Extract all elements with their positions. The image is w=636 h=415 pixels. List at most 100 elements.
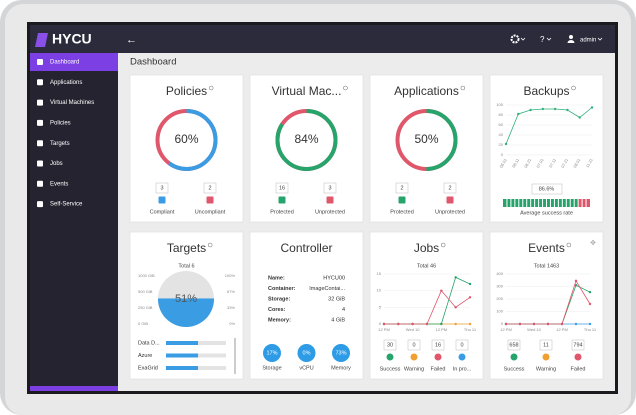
series-point	[588, 302, 592, 306]
card-title: Virtual Mac...	[272, 84, 342, 98]
nav-item[interactable]: Targets	[50, 141, 70, 147]
y-tick-label: 80	[499, 112, 504, 117]
sidebar	[30, 53, 118, 391]
series-point	[574, 322, 578, 326]
stat-count: 16	[435, 342, 441, 348]
stat-count: 11	[543, 342, 549, 348]
stat-label: Uncompliant	[195, 209, 226, 215]
stat-icon	[326, 196, 334, 204]
settings-icon[interactable]	[510, 34, 520, 44]
stat-box	[155, 182, 169, 194]
series-point	[411, 322, 414, 326]
donut-arc	[275, 109, 338, 171]
page-title: Dashboard	[130, 57, 176, 68]
rate-box	[531, 183, 563, 195]
nav-icon	[37, 59, 43, 65]
y-tick-label: 200	[496, 296, 503, 301]
card	[489, 74, 604, 223]
nav-item[interactable]: Dashboard	[50, 60, 79, 66]
x-tick-label: 07.01	[535, 157, 545, 169]
x-tick-label: 06.01	[498, 157, 508, 169]
nav-item[interactable]: Policies	[50, 120, 71, 126]
stat-count: 0	[460, 342, 463, 348]
stat-label: Failed	[571, 366, 586, 372]
nav-item[interactable]: Jobs	[50, 161, 63, 167]
info-key: Container:	[268, 286, 296, 292]
stat-label: Compliant	[150, 209, 175, 215]
help-button[interactable]: ?	[540, 35, 545, 44]
x-tick-label: 07.21	[560, 157, 570, 169]
x-tick-label: 06.21	[523, 157, 533, 169]
stat-label: Warning	[404, 366, 424, 372]
x-tick-label: 12 PM	[556, 327, 568, 332]
stat-icon	[410, 353, 418, 361]
stat-box	[431, 339, 445, 351]
series-point	[382, 322, 386, 326]
nav-item[interactable]: Events	[50, 181, 68, 187]
info-value: HYCU00	[323, 275, 345, 281]
info-icon	[208, 85, 214, 91]
y-tick-label: 300	[496, 284, 503, 289]
y-tick-label: 20	[499, 142, 504, 147]
target-name: Data D...	[138, 340, 160, 346]
stat-box	[443, 182, 457, 194]
card-title: Events	[528, 241, 565, 255]
series-point	[454, 276, 457, 279]
stat-box	[395, 182, 409, 194]
y-tick-label: 15	[377, 271, 382, 276]
series-point	[546, 322, 550, 326]
axis-right: 100%	[225, 273, 236, 278]
series-point	[454, 322, 457, 326]
nav-item[interactable]: Applications	[50, 80, 82, 86]
nav-item[interactable]: Virtual Machines	[50, 100, 94, 106]
user-menu[interactable]: admin	[580, 38, 596, 44]
stat-label: Unprotected	[315, 209, 345, 215]
info-value: 32 GiB	[328, 296, 345, 302]
logo-icon	[35, 33, 48, 47]
nav-icon	[37, 140, 43, 147]
series-point	[397, 322, 400, 326]
stat-box	[571, 339, 585, 351]
back-button[interactable]: ←	[126, 34, 137, 46]
stat-count: 3	[328, 185, 331, 191]
meter-value: 73%	[335, 350, 346, 356]
stat-box	[383, 339, 397, 351]
info-icon	[571, 85, 576, 91]
nav-item[interactable]: Self-Service	[50, 202, 83, 208]
stat-icon	[206, 196, 214, 204]
donut-label: 60%	[174, 132, 198, 146]
series-point	[532, 322, 536, 326]
card-title: Targets	[167, 241, 206, 255]
drag-handle[interactable]: ✥	[590, 239, 596, 247]
info-icon	[460, 85, 466, 91]
y-tick-label: 100	[496, 309, 503, 314]
axis-left: 500 GiB	[138, 289, 153, 294]
donut-label: 50%	[414, 132, 438, 146]
x-tick-label: 12 PM	[500, 327, 512, 332]
target-name: Azure	[138, 353, 152, 359]
rate-bar	[503, 199, 579, 207]
x-tick-label: Thu 11	[584, 327, 597, 332]
x-tick-label: 07.11	[548, 157, 558, 169]
stat-label: Protected	[270, 209, 294, 215]
nav-icon	[37, 180, 43, 187]
x-tick-label: 12 PM	[436, 327, 448, 332]
stat-box	[275, 182, 289, 194]
nav-icon	[37, 99, 43, 106]
x-tick-label: 12 PM	[378, 327, 390, 332]
stat-count: 2	[208, 185, 211, 191]
sidebar-footer	[30, 386, 118, 391]
stat-box	[455, 339, 469, 351]
series-point	[574, 284, 578, 287]
info-key: Memory:	[268, 317, 291, 323]
axis-left: 250 GiB	[138, 305, 153, 310]
meter	[332, 344, 350, 362]
info-icon	[207, 242, 213, 248]
stat-icon	[434, 353, 442, 361]
stat-icon	[542, 353, 550, 361]
target-bar	[166, 341, 198, 345]
stat-box	[539, 339, 553, 351]
stat-count: 2	[400, 185, 403, 191]
